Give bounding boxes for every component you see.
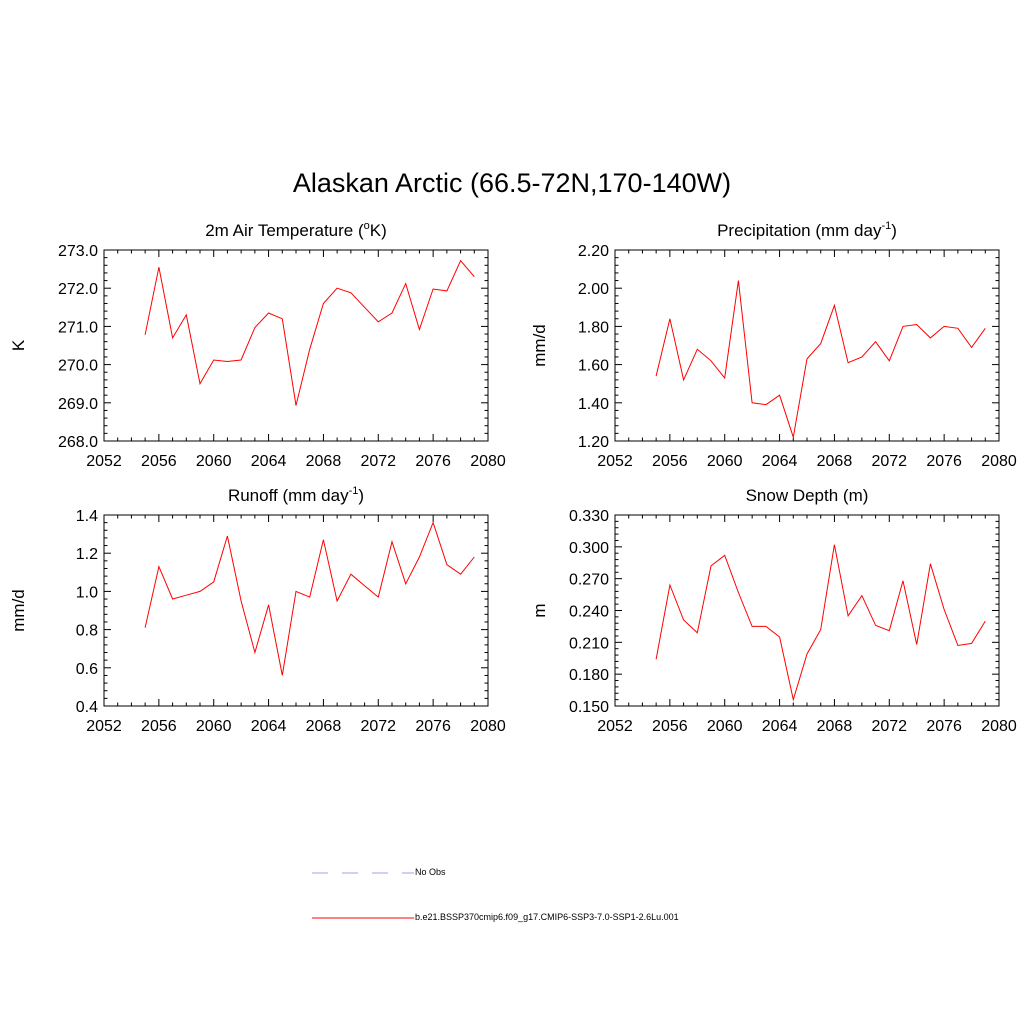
panel-title-superscript: -1 bbox=[881, 220, 891, 232]
y-tick-label: 272.0 bbox=[58, 281, 98, 298]
x-tick-label: 2076 bbox=[926, 453, 962, 470]
y-axis-label: K bbox=[9, 339, 28, 351]
x-tick-label: 2068 bbox=[817, 718, 853, 735]
y-tick-label: 1.60 bbox=[578, 358, 609, 375]
series-line bbox=[144, 521, 475, 676]
panel-title-suffix: ) bbox=[891, 221, 897, 240]
figure-title: Alaskan Arctic (66.5-72N,170-140W) bbox=[292, 168, 732, 198]
y-tick-label: 268.0 bbox=[58, 434, 98, 451]
panel-title-main: Precipitation (mm day bbox=[717, 221, 882, 240]
x-tick-label: 2064 bbox=[251, 718, 287, 735]
y-tick-label: 1.4 bbox=[76, 508, 98, 525]
chart-panel-3: 2052 2056 2060 2064 2068 2072 2076 2080 0.4 0.6 0.… bbox=[9, 485, 506, 735]
legend-obs-label: No Obs bbox=[415, 867, 446, 877]
x-tick-label: 2080 bbox=[981, 453, 1017, 470]
x-tick-label: 2080 bbox=[470, 718, 506, 735]
x-tick-label: 2068 bbox=[817, 453, 853, 470]
panel-title: Precipitation (mm day-1) bbox=[717, 220, 897, 240]
y-tick-label: 0.300 bbox=[569, 540, 609, 557]
x-tick-label: 2052 bbox=[597, 453, 633, 470]
y-tick-label: 269.0 bbox=[58, 396, 98, 413]
y-tick-label: 1.80 bbox=[578, 319, 609, 336]
panel-title: Snow Depth (m) bbox=[746, 486, 869, 505]
series-line bbox=[655, 544, 986, 702]
chart-panel-1: 2052 2056 2060 2064 2068 2072 2076 2080 268.0 269… bbox=[9, 220, 506, 470]
y-axis-label: mm/d bbox=[530, 324, 549, 367]
x-tick-label: 2080 bbox=[981, 718, 1017, 735]
legend-model-label: b.e21.BSSP370cmip6.f09_g17.CMIP6-SSP3-7.… bbox=[415, 912, 679, 922]
x-tick-label: 2076 bbox=[926, 718, 962, 735]
x-tick-label: 2056 bbox=[652, 718, 688, 735]
x-tick-label: 2060 bbox=[196, 718, 232, 735]
panel-title-suffix: ) bbox=[358, 486, 364, 505]
y-tick-label: 1.40 bbox=[578, 396, 609, 413]
x-tick-label: 2080 bbox=[470, 453, 506, 470]
x-tick-label: 2072 bbox=[871, 718, 907, 735]
y-tick-label: 2.20 bbox=[578, 243, 609, 260]
x-tick-label: 2052 bbox=[597, 718, 633, 735]
y-tick-label: 1.20 bbox=[578, 434, 609, 451]
x-tick-label: 2076 bbox=[415, 718, 451, 735]
panel-title: Runoff (mm day-1) bbox=[228, 485, 364, 505]
y-tick-label: 0.150 bbox=[569, 699, 609, 716]
x-tick-label: 2060 bbox=[196, 453, 232, 470]
x-tick-label: 2056 bbox=[652, 453, 688, 470]
x-tick-label: 2068 bbox=[306, 718, 342, 735]
panel-title-superscript: -1 bbox=[349, 485, 359, 497]
y-axis-label: m bbox=[530, 603, 549, 617]
y-tick-label: 2.00 bbox=[578, 281, 609, 298]
y-tick-label: 0.330 bbox=[569, 508, 609, 525]
series-line bbox=[655, 280, 986, 438]
chart-panel-2: 2052 2056 2060 2064 2068 2072 2076 2080 1.20 1.40… bbox=[530, 220, 1017, 470]
x-tick-label: 2072 bbox=[360, 718, 396, 735]
panel-title-superscript: o bbox=[364, 220, 370, 232]
y-tick-label: 1.0 bbox=[76, 584, 98, 601]
x-tick-label: 2068 bbox=[306, 453, 342, 470]
chart-panel-4: 2052 2056 2060 2064 2068 2072 2076 2080 0.150 0.1… bbox=[530, 486, 1017, 735]
panel-title-main: Runoff (mm day bbox=[228, 486, 349, 505]
y-tick-label: 271.0 bbox=[58, 319, 98, 336]
y-tick-label: 0.240 bbox=[569, 604, 609, 621]
x-tick-label: 2064 bbox=[762, 453, 798, 470]
panel-title: 2m Air Temperature (oK) bbox=[205, 220, 387, 240]
x-tick-label: 2076 bbox=[415, 453, 451, 470]
x-tick-label: 2064 bbox=[762, 718, 798, 735]
y-tick-label: 0.8 bbox=[76, 623, 98, 640]
x-tick-label: 2052 bbox=[86, 718, 122, 735]
x-tick-label: 2056 bbox=[141, 453, 177, 470]
x-tick-label: 2056 bbox=[141, 718, 177, 735]
x-tick-label: 2072 bbox=[871, 453, 907, 470]
x-tick-label: 2064 bbox=[251, 453, 287, 470]
x-tick-label: 2052 bbox=[86, 453, 122, 470]
y-tick-label: 0.4 bbox=[76, 699, 98, 716]
y-tick-label: 0.270 bbox=[569, 572, 609, 589]
x-tick-label: 2060 bbox=[707, 453, 743, 470]
y-tick-label: 1.2 bbox=[76, 546, 98, 563]
panel-title-suffix: K) bbox=[370, 221, 387, 240]
y-tick-label: 273.0 bbox=[58, 243, 98, 260]
panel-title-main: Snow Depth (m) bbox=[746, 486, 869, 505]
panel-title-main: 2m Air Temperature ( bbox=[205, 221, 364, 240]
y-tick-label: 0.210 bbox=[569, 635, 609, 652]
y-axis-label: mm/d bbox=[9, 589, 28, 632]
y-tick-label: 270.0 bbox=[58, 358, 98, 375]
y-tick-label: 0.180 bbox=[569, 667, 609, 684]
series-line bbox=[144, 259, 475, 406]
x-tick-label: 2072 bbox=[360, 453, 396, 470]
x-tick-label: 2060 bbox=[707, 718, 743, 735]
y-tick-label: 0.6 bbox=[76, 661, 98, 678]
